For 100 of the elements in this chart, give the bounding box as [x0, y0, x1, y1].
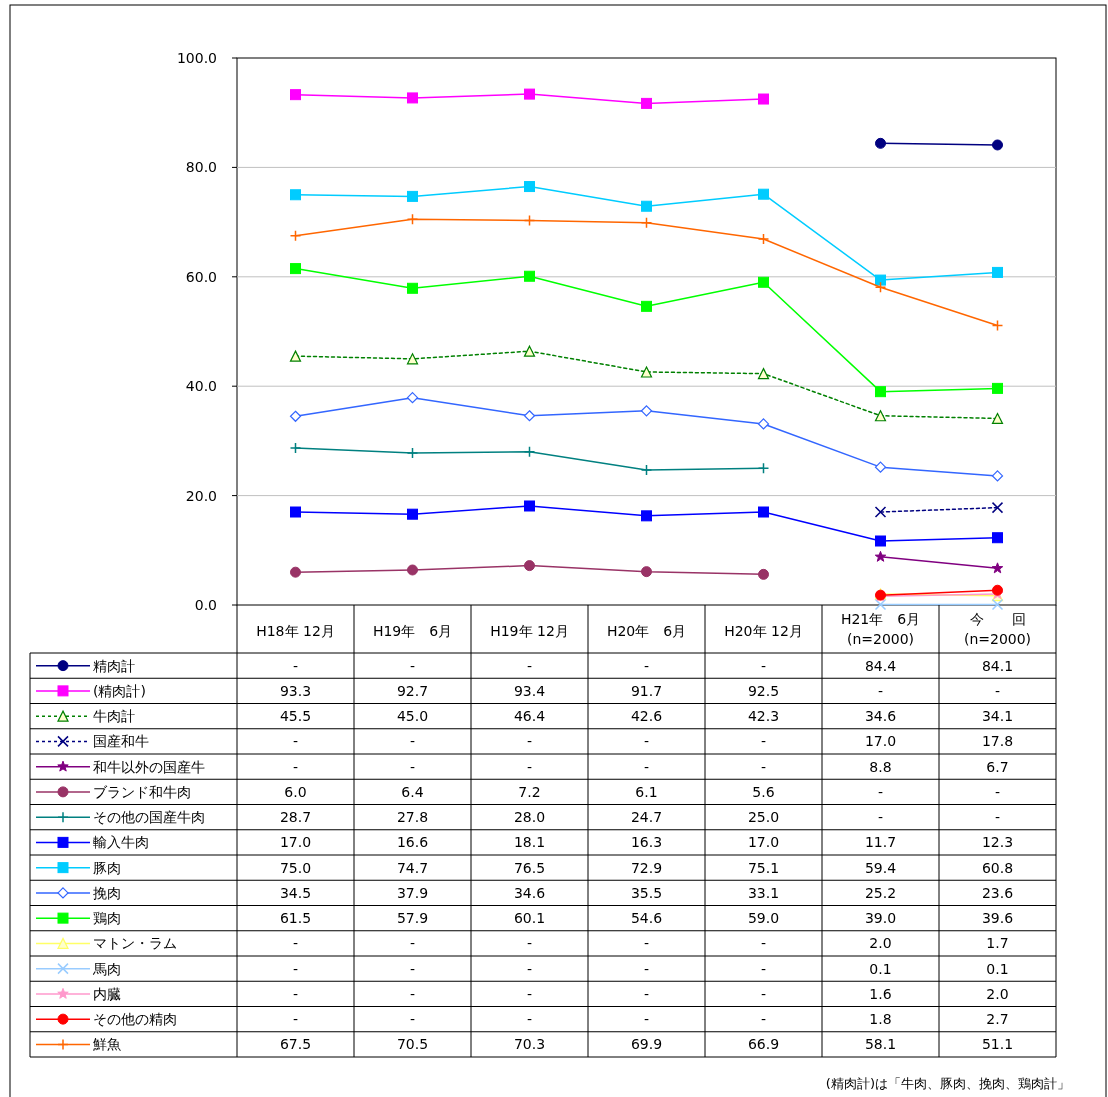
text: -	[409, 935, 416, 952]
y-tick-label: 20.0	[185, 487, 217, 504]
data-label: 24.7	[630, 809, 663, 826]
text: -	[526, 985, 533, 1002]
text: -	[643, 960, 650, 977]
text: -	[409, 733, 416, 750]
data-label: 75.1	[747, 859, 780, 876]
data-label: 27.8	[396, 809, 429, 826]
x-tick-label: H20年 12月	[724, 623, 803, 639]
text: -	[292, 657, 299, 674]
data-label: 7.2	[518, 783, 541, 800]
data-label: 54.6	[630, 910, 663, 927]
legend-label: 馬肉	[92, 960, 121, 977]
data-label: 70.5	[396, 1036, 429, 1053]
data-label: 5.6	[752, 783, 775, 800]
x-tick-label: H19年 6月	[372, 623, 453, 639]
data-label: 2.0	[869, 935, 892, 952]
data-label: 28.0	[513, 809, 546, 826]
data-label: 39.6	[981, 910, 1014, 927]
text: -	[409, 985, 416, 1002]
data-label: 84.1	[981, 657, 1014, 674]
data-label: 45.0	[396, 708, 429, 725]
text: -	[409, 758, 416, 775]
data-label: 6.0	[284, 783, 307, 800]
x-tick-label: H21年 6月 (n=2000)	[840, 611, 921, 647]
y-tick-label: 80.0	[185, 159, 217, 176]
text: -	[760, 758, 767, 775]
text: -	[877, 682, 884, 699]
legend-label: 国産和牛	[93, 733, 149, 750]
text: -	[292, 960, 299, 977]
data-label: 59.4	[864, 859, 897, 876]
text: -	[292, 733, 299, 750]
data-label: 76.5	[513, 859, 546, 876]
legend-label: (精肉計)	[93, 682, 146, 699]
data-label: 17.8	[981, 733, 1014, 750]
data-label: 6.1	[635, 783, 658, 800]
legend-label: マトン・ラム	[93, 935, 177, 952]
text: -	[760, 733, 767, 750]
legend-label: 精肉計	[93, 657, 135, 674]
data-label: 74.7	[396, 859, 429, 876]
data-label: 28.7	[279, 809, 312, 826]
text: -	[643, 733, 650, 750]
text: (精肉計)は「牛肉、豚肉、挽肉、鶏肉計」	[825, 1076, 1070, 1091]
y-tick-label: 60.0	[185, 268, 217, 285]
text: -	[760, 1011, 767, 1028]
data-label: 12.3	[981, 834, 1014, 851]
data-label: 51.1	[981, 1036, 1014, 1053]
y-tick-label: 100.0	[176, 50, 217, 66]
data-label: 42.6	[630, 708, 663, 725]
y-tick-label: 40.0	[185, 378, 217, 395]
data-label: 37.9	[396, 884, 429, 901]
data-label: 17.0	[279, 834, 312, 851]
data-label: 0.1	[986, 960, 1009, 977]
text: -	[526, 758, 533, 775]
text: -	[760, 985, 767, 1002]
data-label: 92.5	[747, 682, 780, 699]
legend-label: 鶏肉	[93, 910, 121, 927]
data-label: 35.5	[630, 884, 663, 901]
x-tick-label: H18年 12月	[256, 623, 335, 639]
data-label: 46.4	[513, 708, 546, 725]
data-label: 72.9	[630, 859, 663, 876]
legend-label: 輸入牛肉	[93, 834, 149, 851]
text: -	[994, 783, 1001, 800]
data-label: 93.3	[279, 682, 312, 699]
data-label: 1.8	[869, 1011, 892, 1028]
text: -	[409, 960, 416, 977]
data-label: 59.0	[747, 910, 780, 927]
text: -	[877, 783, 884, 800]
text: -	[409, 1011, 416, 1028]
legend-label: 挽肉	[93, 884, 121, 901]
data-label: 42.3	[747, 708, 780, 725]
data-label: 25.0	[747, 809, 780, 826]
legend-label: 牛肉計	[93, 708, 135, 725]
data-label: 61.5	[279, 910, 312, 927]
text: -	[292, 985, 299, 1002]
legend-label: 鮮魚	[93, 1036, 121, 1053]
text: -	[760, 960, 767, 977]
text: -	[877, 809, 884, 826]
data-label: 69.9	[630, 1036, 663, 1053]
data-label: 60.8	[981, 859, 1014, 876]
data-label: 2.7	[986, 1011, 1009, 1028]
text: -	[409, 657, 416, 674]
text: -	[643, 935, 650, 952]
data-label: 8.8	[869, 758, 892, 775]
data-label: 60.1	[513, 910, 546, 927]
text: -	[526, 1011, 533, 1028]
text: -	[526, 657, 533, 674]
data-label: 25.2	[864, 884, 897, 901]
text: -	[643, 1011, 650, 1028]
data-label: 1.7	[986, 935, 1009, 952]
text: -	[292, 935, 299, 952]
text: -	[643, 758, 650, 775]
data-label: 34.5	[279, 884, 312, 901]
data-label: 67.5	[279, 1036, 312, 1053]
x-tick-label: H20年 6月	[606, 623, 687, 639]
x-tick-label: 今 回 (n=2000)	[963, 611, 1032, 647]
text: -	[292, 758, 299, 775]
legend-label: その他の国産牛肉	[93, 809, 205, 826]
x-tick-label: H19年 12月	[490, 623, 569, 639]
data-label: 34.6	[513, 884, 546, 901]
